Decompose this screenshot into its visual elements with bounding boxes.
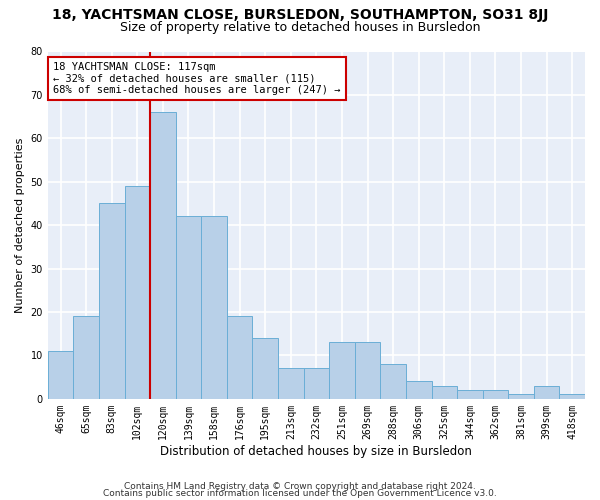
Bar bbox=[534, 386, 559, 399]
Bar bbox=[431, 386, 457, 399]
Text: Size of property relative to detached houses in Bursledon: Size of property relative to detached ho… bbox=[120, 21, 480, 34]
Bar bbox=[508, 394, 534, 399]
Bar bbox=[457, 390, 482, 399]
Text: 18, YACHTSMAN CLOSE, BURSLEDON, SOUTHAMPTON, SO31 8JJ: 18, YACHTSMAN CLOSE, BURSLEDON, SOUTHAMP… bbox=[52, 8, 548, 22]
Bar bbox=[48, 351, 73, 399]
Bar bbox=[150, 112, 176, 399]
Bar bbox=[380, 364, 406, 399]
Bar bbox=[125, 186, 150, 399]
Bar bbox=[278, 368, 304, 399]
Bar bbox=[99, 204, 125, 399]
X-axis label: Distribution of detached houses by size in Bursledon: Distribution of detached houses by size … bbox=[160, 444, 472, 458]
Bar bbox=[406, 382, 431, 399]
Bar bbox=[227, 316, 253, 399]
Y-axis label: Number of detached properties: Number of detached properties bbox=[15, 138, 25, 313]
Bar bbox=[329, 342, 355, 399]
Bar bbox=[304, 368, 329, 399]
Bar bbox=[482, 390, 508, 399]
Bar bbox=[355, 342, 380, 399]
Bar bbox=[559, 394, 585, 399]
Text: Contains HM Land Registry data © Crown copyright and database right 2024.: Contains HM Land Registry data © Crown c… bbox=[124, 482, 476, 491]
Bar bbox=[253, 338, 278, 399]
Bar bbox=[201, 216, 227, 399]
Text: 18 YACHTSMAN CLOSE: 117sqm
← 32% of detached houses are smaller (115)
68% of sem: 18 YACHTSMAN CLOSE: 117sqm ← 32% of deta… bbox=[53, 62, 341, 95]
Text: Contains public sector information licensed under the Open Government Licence v3: Contains public sector information licen… bbox=[103, 490, 497, 498]
Bar bbox=[176, 216, 201, 399]
Bar bbox=[73, 316, 99, 399]
